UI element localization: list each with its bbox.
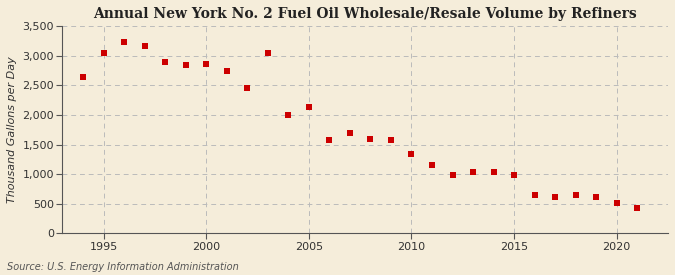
Y-axis label: Thousand Gallons per Day: Thousand Gallons per Day	[7, 56, 17, 203]
Point	[570, 193, 581, 197]
Point	[200, 62, 211, 66]
Point	[529, 192, 540, 197]
Point	[344, 131, 355, 135]
Point	[509, 172, 520, 177]
Point	[488, 169, 499, 174]
Point	[303, 105, 314, 109]
Point	[180, 62, 191, 67]
Point	[98, 51, 109, 56]
Title: Annual New York No. 2 Fuel Oil Wholesale/Resale Volume by Refiners: Annual New York No. 2 Fuel Oil Wholesale…	[93, 7, 637, 21]
Point	[385, 138, 396, 142]
Point	[365, 136, 376, 141]
Point	[447, 172, 458, 177]
Text: Source: U.S. Energy Information Administration: Source: U.S. Energy Information Administ…	[7, 262, 238, 272]
Point	[221, 68, 232, 73]
Point	[283, 113, 294, 117]
Point	[139, 44, 150, 49]
Point	[632, 206, 643, 210]
Point	[549, 195, 560, 200]
Point	[263, 51, 273, 55]
Point	[406, 152, 417, 156]
Point	[591, 195, 601, 199]
Point	[160, 60, 171, 64]
Point	[612, 201, 622, 205]
Point	[468, 169, 479, 174]
Point	[242, 86, 252, 90]
Point	[78, 74, 88, 79]
Point	[427, 163, 437, 167]
Point	[119, 39, 130, 44]
Point	[324, 138, 335, 142]
